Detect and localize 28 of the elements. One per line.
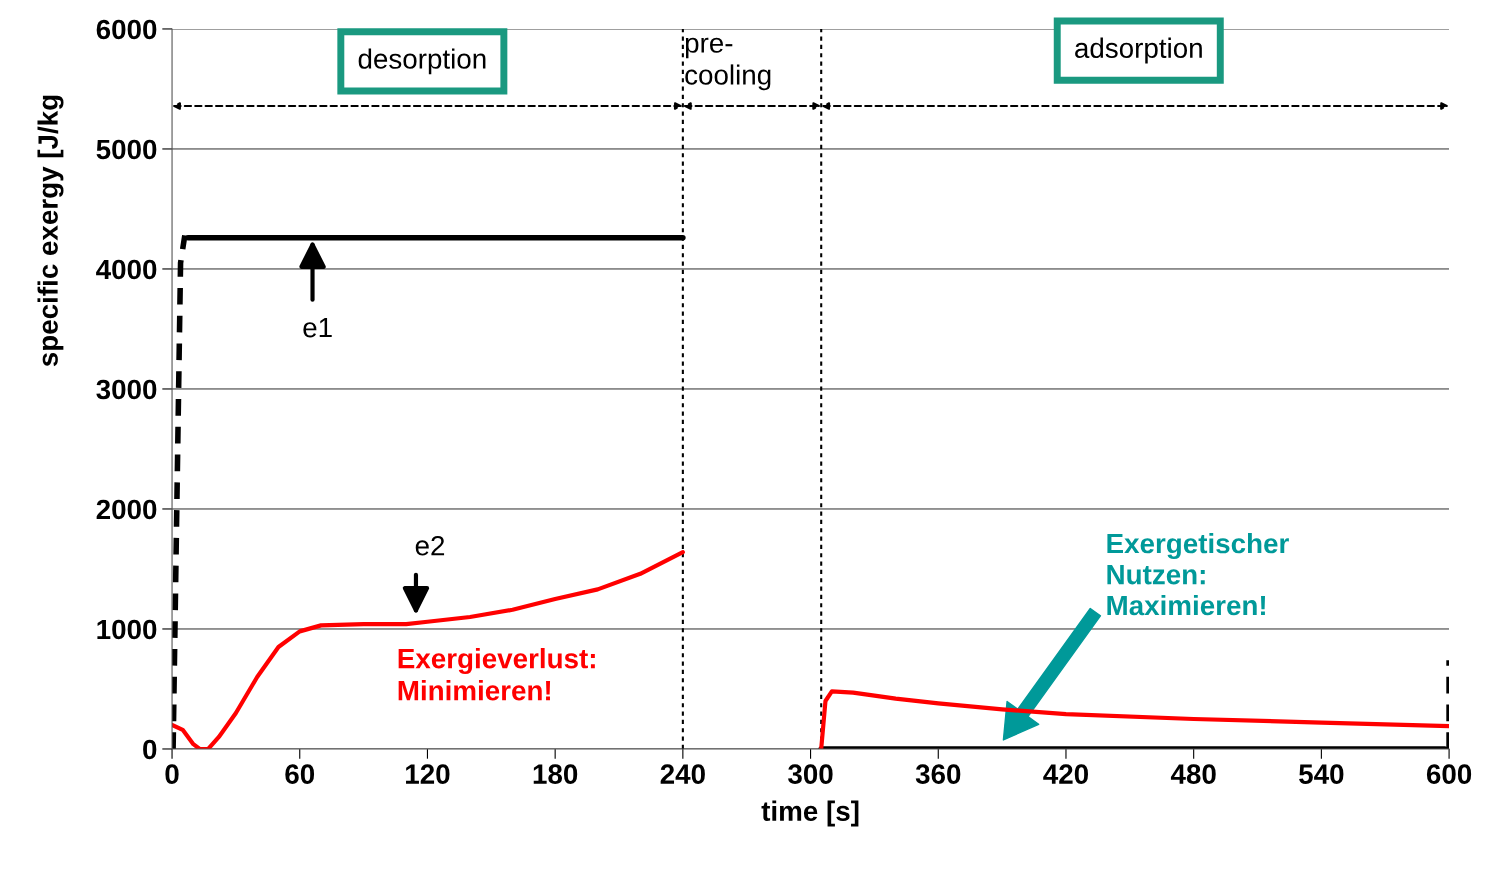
x-tick-label: 540 (1299, 764, 1344, 784)
x-tick-label: 480 (1170, 764, 1216, 784)
x-tick-label: 0 (165, 764, 179, 784)
y-tick-label: 5000 (96, 139, 157, 160)
x-tick-label: 180 (533, 764, 578, 784)
annotation: Exergetischer Nutzen: Maximieren! (1107, 532, 1289, 616)
x-tick-label: 420 (1043, 764, 1089, 784)
x-tick-label: 360 (915, 764, 961, 784)
annotation: desorption (358, 48, 486, 75)
y-tick-label: 6000 (96, 19, 157, 40)
y-tick-label: 1000 (97, 619, 157, 640)
annotation: Exergieverlust: Minimieren! (398, 648, 595, 701)
y-tick-label: 4000 (96, 259, 157, 280)
y-tick-label: 0 (143, 739, 157, 760)
annotation: e1 (303, 318, 332, 338)
annotation: adsorption (1075, 37, 1202, 64)
x-tick-label: 300 (788, 764, 833, 784)
y-tick-label: 2000 (96, 499, 157, 520)
x-tick-label: 600 (1426, 764, 1472, 784)
x-axis-title: time [s] (761, 800, 859, 827)
line-series (819, 689, 1450, 749)
annotation: e2 (415, 535, 445, 556)
x-tick-label: 240 (660, 764, 705, 784)
y-axis-title: specific exergy [J/kg (37, 95, 64, 367)
annotation: pre- cooling (685, 37, 771, 91)
x-tick-label: 120 (406, 764, 450, 784)
y-tick-label: 3000 (96, 379, 157, 400)
x-tick-label: 60 (285, 764, 315, 784)
